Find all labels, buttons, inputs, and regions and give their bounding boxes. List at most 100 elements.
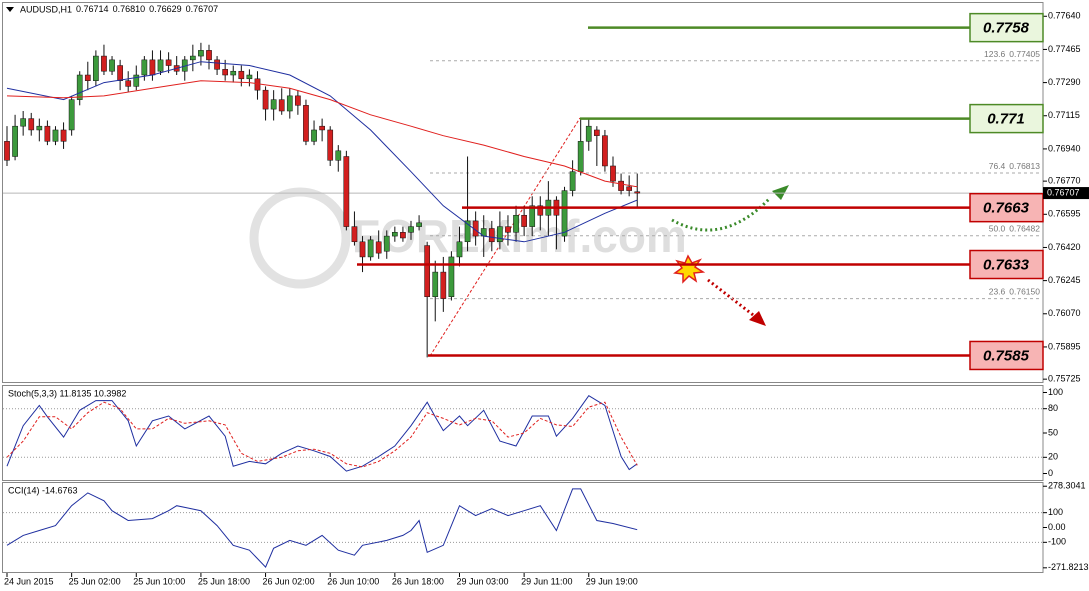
y-tick-label: 0.75725 (1048, 374, 1081, 384)
candle-body (295, 95, 301, 106)
candle-body (76, 74, 83, 100)
y-tick-label: 0.76245 (1048, 275, 1081, 285)
candle-body (36, 125, 43, 131)
fib-level: 123.6 (984, 49, 1006, 59)
candle-body (4, 141, 10, 161)
candle-body (375, 241, 382, 254)
fib-label: 123.6 0.77405 (984, 49, 1040, 59)
candle-body (327, 129, 334, 161)
header-value: 0.76707 (186, 4, 219, 14)
candle-body (497, 226, 503, 243)
candle-body (343, 156, 350, 227)
candle-body (165, 59, 172, 66)
candle-body (84, 74, 91, 81)
y-tick-label: 0.76770 (1048, 176, 1081, 186)
fib-level: 50.0 (989, 224, 1006, 234)
moving-average (6, 80, 638, 188)
candle-body (521, 214, 527, 227)
x-tick-label: 26 Jun 10:00 (327, 576, 379, 586)
candle-body (238, 70, 245, 80)
candle-body (262, 89, 269, 110)
indicator-line (6, 395, 638, 472)
y-tick-label: 0.77465 (1048, 44, 1081, 54)
level-box (969, 103, 1044, 134)
candle-body (634, 191, 641, 194)
candle-body (198, 50, 204, 57)
y-tick-label: 0.77115 (1048, 110, 1080, 120)
y-tick-label: -271.8213 (1048, 562, 1089, 572)
level-box (969, 340, 1044, 371)
y-tick-label: 278.3041 (1048, 481, 1086, 491)
bearish-arrowhead (749, 311, 766, 326)
cci-pane (2, 482, 1044, 573)
y-tick-label: 0.76070 (1048, 308, 1081, 318)
candle-body (610, 165, 616, 182)
candle-body (214, 59, 220, 70)
candle-body (222, 69, 229, 76)
moving-average (6, 61, 638, 243)
fib-price: 0.76150 (1009, 287, 1040, 297)
candle-body (529, 205, 536, 227)
indicator-line (6, 488, 638, 568)
menu-triangle (6, 7, 14, 12)
fib-label: 76.4 0.76813 (989, 161, 1041, 171)
y-tick-label: 0.76940 (1048, 143, 1081, 153)
candle-body (359, 241, 366, 258)
candle-body (602, 135, 608, 167)
candle-body (68, 99, 75, 131)
level-label: 0.771 (987, 111, 1025, 128)
candle-body (60, 129, 67, 142)
candle-body (367, 239, 374, 258)
candle-body (432, 271, 439, 297)
y-tick-label: 0.75895 (1048, 341, 1081, 351)
pane-title: Stoch(5,3,3) 11.8135 10.3982 (8, 388, 126, 398)
candle-body (408, 226, 414, 233)
candle-body (101, 55, 107, 72)
candle-body (448, 256, 455, 297)
candle-body (561, 190, 568, 237)
candle-body (125, 80, 132, 87)
candle-body (335, 150, 342, 161)
candle-body (351, 226, 358, 243)
candle-body (440, 271, 447, 299)
candle-body (383, 235, 390, 252)
candle-body (311, 129, 317, 142)
watermark: FOREXimf.com (352, 210, 687, 262)
x-tick-label: 25 Jun 10:00 (133, 576, 185, 586)
main-pane (2, 2, 1044, 383)
candle-body (117, 65, 123, 81)
candle-body (206, 50, 212, 61)
candle-body (28, 118, 35, 131)
fib-trendline (429, 117, 581, 357)
price-tag (1043, 187, 1089, 200)
header-value: 0.76810 (113, 4, 146, 14)
y-tick-label: -100 (1048, 537, 1066, 547)
level-label: 0.7663 (983, 200, 1030, 217)
y-tick-label: 0.76420 (1048, 242, 1081, 252)
x-tick-label: 24 Jun 2015 (4, 576, 54, 586)
candle-body (109, 59, 115, 72)
fib-price: 0.76482 (1009, 224, 1040, 234)
fib-level: 76.4 (989, 161, 1006, 171)
candle-body (416, 222, 422, 227)
candle-body (391, 232, 398, 237)
candle-body (141, 59, 148, 76)
candle-body (577, 141, 584, 172)
candle-body (44, 125, 51, 142)
candle-body (189, 55, 196, 61)
candle-body (513, 214, 519, 233)
y-tick-label: 0.77640 (1048, 11, 1081, 21)
candle-body (278, 99, 285, 112)
watermark-logo (249, 187, 351, 289)
y-tick-label: 80 (1048, 403, 1058, 413)
y-tick-label: 0.00 (1048, 522, 1066, 532)
y-tick-label: 100 (1048, 387, 1063, 397)
price-tag-label: 0.76707 (1047, 187, 1080, 197)
candle-body (488, 228, 495, 243)
candle-body (618, 180, 624, 191)
pane-title: CCI(14) -14.6763 (8, 485, 78, 495)
x-tick-label: 25 Jun 02:00 (69, 576, 121, 586)
candle-body (286, 95, 293, 112)
candle-body (464, 220, 471, 243)
